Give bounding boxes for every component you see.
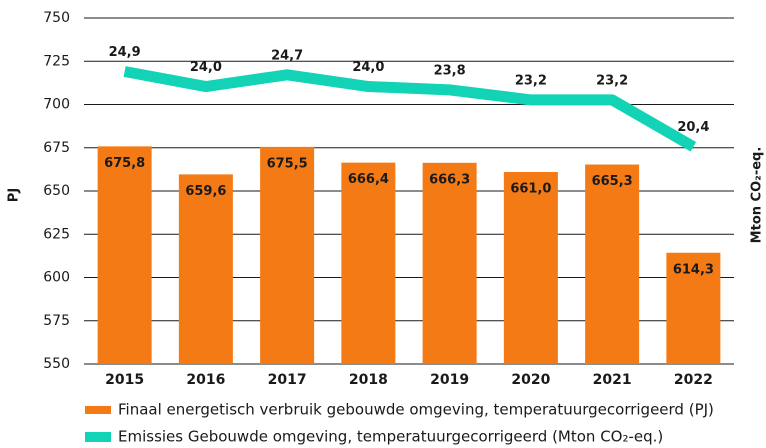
bar [422,162,477,364]
bar [260,146,315,364]
bar-value-label: 614,3 [673,262,714,277]
bar [97,146,152,364]
y-tick-label: 675 [43,140,70,156]
x-tick-label: 2018 [349,372,388,388]
bar-value-label: 666,3 [429,172,470,187]
bar [341,162,396,364]
x-tick-label: 2022 [674,372,713,388]
bar [666,252,721,364]
line-value-label: 23,2 [515,73,547,88]
x-tick-label: 2019 [430,372,469,388]
bar-value-label: 661,0 [510,181,551,196]
x-tick-label: 2021 [593,372,632,388]
y-tick-label: 625 [43,226,70,242]
y-axis-label: PJ [7,188,22,202]
legend-label: Finaal energetisch verbruik gebouwde omg… [118,401,714,419]
legend-swatch [85,406,111,414]
y-tick-label: 550 [43,356,70,372]
bar [503,171,558,364]
bar-value-label: 666,4 [348,172,389,187]
y2-axis-label: Mton CO₂-eq. [750,147,765,244]
legend-label: Emissies Gebouwde omgeving, temperatuurg… [118,428,663,446]
bar-value-label: 659,6 [185,184,226,199]
x-tick-label: 2020 [511,372,550,388]
x-tick-label: 2015 [105,372,144,388]
line-value-label: 24,0 [352,60,384,75]
bar [178,174,233,364]
bar [585,164,640,364]
y-tick-label: 600 [43,270,70,286]
line-value-label: 23,2 [596,73,628,88]
y-tick-label: 725 [43,53,70,69]
y-tick-label: 700 [43,97,70,113]
x-tick-label: 2017 [268,372,307,388]
x-tick-label: 2016 [186,372,225,388]
legend-swatch [85,432,111,442]
line-value-label: 20,4 [677,120,709,135]
bar-value-label: 675,5 [267,156,308,171]
line-value-label: 24,9 [109,45,141,60]
y-tick-label: 575 [43,313,70,329]
bar-value-label: 665,3 [592,174,633,189]
line [123,66,697,152]
bar-value-label: 675,8 [104,156,145,171]
line-value-label: 24,0 [190,60,222,75]
y-tick-label: 650 [43,183,70,199]
line-value-label: 24,7 [271,48,303,63]
y-tick-label: 750 [43,10,70,26]
line-value-label: 23,8 [434,63,466,78]
